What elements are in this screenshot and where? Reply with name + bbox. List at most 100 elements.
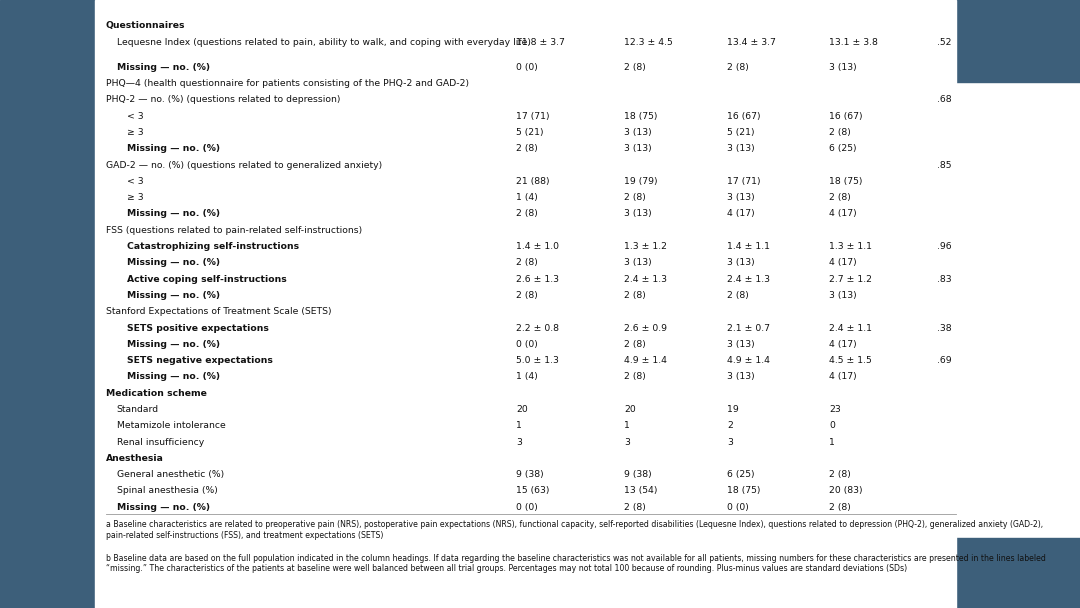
Text: 18 (75): 18 (75) [624,112,658,121]
Text: 19 (79): 19 (79) [624,177,658,186]
Text: 2 (8): 2 (8) [829,503,851,512]
Text: 2 (8): 2 (8) [624,340,646,349]
Text: 3: 3 [727,438,732,447]
Text: Missing — no. (%): Missing — no. (%) [127,291,220,300]
Text: 3 (13): 3 (13) [624,144,652,153]
Text: 2.6 ± 0.9: 2.6 ± 0.9 [624,323,667,333]
Text: Renal insufficiency: Renal insufficiency [117,438,204,447]
Text: 2 (8): 2 (8) [624,503,646,512]
Text: 4 (17): 4 (17) [829,340,858,349]
Text: ≥ 3: ≥ 3 [127,128,144,137]
Text: 6 (25): 6 (25) [727,470,754,479]
Text: 4 (17): 4 (17) [829,210,858,218]
Text: 3 (13): 3 (13) [624,258,652,268]
Text: SETS positive expectations: SETS positive expectations [127,323,269,333]
Text: Stanford Expectations of Treatment Scale (SETS): Stanford Expectations of Treatment Scale… [106,307,332,316]
Text: 1.4 ± 1.1: 1.4 ± 1.1 [727,242,770,251]
Text: 13.1 ± 3.8: 13.1 ± 3.8 [829,38,878,47]
Text: GAD-2 — no. (%) (questions related to generalized anxiety): GAD-2 — no. (%) (questions related to ge… [106,161,382,170]
Text: Standard: Standard [117,405,159,414]
Text: 20 (83): 20 (83) [829,486,863,496]
Text: 5 (21): 5 (21) [516,128,543,137]
Text: FSS (questions related to pain-related self-instructions): FSS (questions related to pain-related s… [106,226,362,235]
Text: 9 (38): 9 (38) [516,470,544,479]
Bar [0,0,95,608]
Text: 2: 2 [727,421,732,430]
Text: 2 (8): 2 (8) [624,193,646,202]
Text: Missing — no. (%): Missing — no. (%) [127,144,220,153]
Text: Missing — no. (%): Missing — no. (%) [117,503,210,512]
Text: SETS negative expectations: SETS negative expectations [127,356,273,365]
Text: 0 (0): 0 (0) [516,340,538,349]
Text: < 3: < 3 [127,177,144,186]
Text: 1 (4): 1 (4) [516,373,538,381]
Text: 2 (8): 2 (8) [516,144,538,153]
Text: PHQ-2 — no. (%) (questions related to depression): PHQ-2 — no. (%) (questions related to de… [106,95,340,105]
Text: 15 (63): 15 (63) [516,486,550,496]
Text: 2 (8): 2 (8) [624,291,646,300]
Text: .83: .83 [937,275,953,284]
Text: 1: 1 [624,421,630,430]
Text: 20: 20 [516,405,528,414]
Text: Missing — no. (%): Missing — no. (%) [127,210,220,218]
Text: 2 (8): 2 (8) [727,63,748,72]
Text: .68: .68 [937,95,953,105]
Text: Catastrophizing self-instructions: Catastrophizing self-instructions [127,242,299,251]
Text: 2 (8): 2 (8) [516,258,538,268]
Text: 2 (8): 2 (8) [516,291,538,300]
Text: 2 (8): 2 (8) [829,193,851,202]
Text: 0 (0): 0 (0) [727,503,748,512]
Text: Spinal anesthesia (%): Spinal anesthesia (%) [117,486,217,496]
Text: 4 (17): 4 (17) [727,210,755,218]
Text: Missing — no. (%): Missing — no. (%) [117,63,210,72]
Text: Medication scheme: Medication scheme [106,389,206,398]
Text: 2.4 ± 1.1: 2.4 ± 1.1 [829,323,873,333]
Bar [95,0,956,608]
Text: 5.0 ± 1.3: 5.0 ± 1.3 [516,356,559,365]
Text: 2 (8): 2 (8) [829,128,851,137]
Text: 3 (13): 3 (13) [829,291,858,300]
Text: 23: 23 [829,405,841,414]
Text: 1.3 ± 1.1: 1.3 ± 1.1 [829,242,873,251]
Text: 4.5 ± 1.5: 4.5 ± 1.5 [829,356,873,365]
Text: 2 (8): 2 (8) [624,373,646,381]
Text: 2 (8): 2 (8) [829,470,851,479]
Text: 2 (8): 2 (8) [727,291,748,300]
Text: 18 (75): 18 (75) [727,486,760,496]
Text: 1: 1 [516,421,522,430]
Text: .85: .85 [937,161,951,170]
Text: 1.4 ± 1.0: 1.4 ± 1.0 [516,242,559,251]
Text: 3: 3 [624,438,630,447]
Text: ≥ 3: ≥ 3 [127,193,144,202]
Text: 2 (8): 2 (8) [624,63,646,72]
Text: 5 (21): 5 (21) [727,128,754,137]
Text: 13 (54): 13 (54) [624,486,658,496]
Text: 3 (13): 3 (13) [727,144,755,153]
Text: 9 (38): 9 (38) [624,470,652,479]
Text: .52: .52 [937,38,951,47]
Text: 4.9 ± 1.4: 4.9 ± 1.4 [624,356,667,365]
Text: 3 (13): 3 (13) [727,258,755,268]
Text: 3 (13): 3 (13) [727,193,755,202]
Text: b Baseline data are based on the full population indicated in the column heading: b Baseline data are based on the full po… [106,554,1045,573]
Text: 3 (13): 3 (13) [624,128,652,137]
Text: 11.8 ± 3.7: 11.8 ± 3.7 [516,38,565,47]
Text: 18 (75): 18 (75) [829,177,863,186]
Text: 0: 0 [829,421,835,430]
Text: .96: .96 [937,242,953,251]
Text: 2.6 ± 1.3: 2.6 ± 1.3 [516,275,559,284]
Text: 3 (13): 3 (13) [727,373,755,381]
Text: 4 (17): 4 (17) [829,258,858,268]
Text: 3 (13): 3 (13) [624,210,652,218]
Text: 3 (13): 3 (13) [727,340,755,349]
Text: 0 (0): 0 (0) [516,63,538,72]
Text: 16 (67): 16 (67) [829,112,863,121]
Text: 1 (4): 1 (4) [516,193,538,202]
Text: Active coping self-instructions: Active coping self-instructions [127,275,287,284]
Text: General anesthetic (%): General anesthetic (%) [117,470,224,479]
Text: 2.4 ± 1.3: 2.4 ± 1.3 [727,275,770,284]
Text: 2.1 ± 0.7: 2.1 ± 0.7 [727,323,770,333]
Text: Questionnaires: Questionnaires [106,21,186,30]
Text: 2 (8): 2 (8) [516,210,538,218]
Bar [956,538,1080,608]
